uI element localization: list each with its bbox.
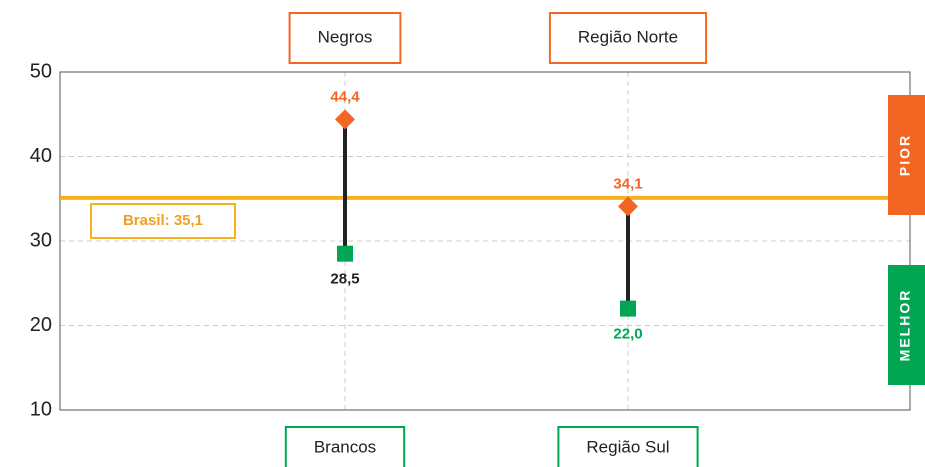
- marker: [337, 245, 353, 262]
- category-label: Região Norte: [578, 27, 678, 46]
- category-label: Brancos: [314, 437, 376, 456]
- reference-label: Brasil: 35,1: [123, 212, 203, 229]
- y-tick-label: 30: [30, 229, 52, 251]
- marker: [335, 109, 355, 130]
- y-tick-label: 20: [30, 314, 52, 336]
- plot-frame: [59, 71, 911, 411]
- reference-label-box: [90, 203, 236, 239]
- category-box: [557, 426, 699, 467]
- value-label: 34,1: [613, 175, 642, 192]
- side-label: MELHOR: [897, 289, 913, 362]
- category-box: [548, 12, 708, 64]
- value-label: 28,5: [330, 271, 359, 288]
- y-tick-label: 10: [30, 398, 52, 420]
- category-box: [284, 426, 406, 467]
- value-label: 22,0: [613, 326, 642, 343]
- side-tab: [888, 265, 925, 385]
- side-label: PIOR: [897, 134, 913, 176]
- category-label: Região Sul: [586, 437, 669, 456]
- y-tick-label: 40: [30, 145, 52, 167]
- category-box: [288, 12, 402, 64]
- value-label: 44,4: [330, 88, 360, 105]
- marker: [618, 196, 638, 217]
- marker: [620, 300, 636, 317]
- category-label: Negros: [318, 27, 373, 46]
- side-tab: [888, 95, 925, 215]
- y-tick-label: 50: [30, 60, 52, 82]
